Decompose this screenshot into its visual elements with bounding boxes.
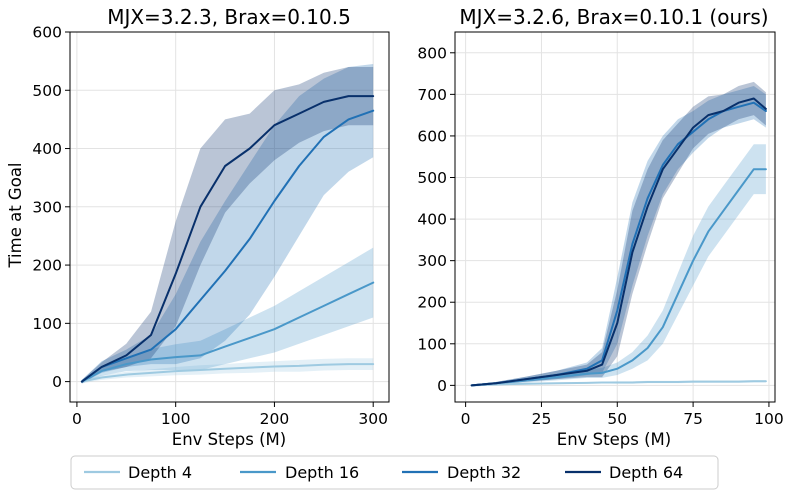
right-series-line-depth-64 [470,97,767,387]
legend-label-depth-64: Depth 64 [609,463,683,482]
right-y-tick-label: 300 [417,252,447,270]
right-series-line-depth-16 [470,168,767,387]
left-subplot: 0 100 200 300 0 100 200 300 400 500 600 MJX=3.2.3,… [6,5,390,449]
left-band-depth-64 [81,67,374,384]
right-y-tick-label: 500 [417,169,447,187]
left-y-tick-label: 500 [32,82,62,100]
right-series-line-depth-4 [470,380,767,387]
left-y-axis-label: Time at Goal [6,162,25,268]
right-y-tick-label: 600 [417,127,447,145]
right-y-tick-label: 400 [417,211,447,229]
left-y-tick-label: 0 [52,373,62,391]
right-x-axis-label: Env Steps (M) [557,430,671,449]
right-subplot: 0 25 50 75 100 0 100 200 300 400 500 600 700 800 MJX=… [417,5,783,449]
legend: Depth 4 Depth 16 Depth 32 Depth 64 [70,455,719,490]
left-y-tick-label: 200 [32,257,62,275]
right-axes-frame [454,31,776,403]
right-x-tick-label: 75 [683,410,703,428]
legend-frame [70,455,719,490]
left-series-line-depth-32 [80,109,375,383]
right-y-tick-label: 700 [417,86,447,104]
left-x-tick-label: 200 [260,410,290,428]
left-x-tick-label: 100 [161,410,191,428]
right-y-tick-label: 100 [417,335,447,353]
left-plot-area: 0 100 200 300 0 100 200 300 400 500 600 [32,24,390,428]
left-y-tick-label: 100 [32,315,62,333]
legend-label-depth-4: Depth 4 [128,463,192,482]
left-series-line-depth-64 [80,95,375,383]
right-x-tick-label: 0 [461,410,471,428]
right-band-depth-32 [471,86,766,387]
left-axes-frame [69,31,390,403]
left-y-tick-label: 300 [32,198,62,216]
right-band-depth-16 [471,144,766,387]
left-x-tick-label: 0 [72,410,82,428]
right-y-tick-label: 200 [417,294,447,312]
right-chart-title: MJX=3.2.6, Brax=0.10.1 (ours) [459,5,768,29]
left-x-tick-label: 300 [358,410,388,428]
left-chart-title: MJX=3.2.3, Brax=0.10.5 [107,5,351,29]
legend-label-depth-32: Depth 32 [447,463,521,482]
left-x-axis-label: Env Steps (M) [172,430,286,449]
left-band-depth-4 [81,358,374,384]
left-y-tick-label: 600 [32,24,62,42]
left-series-line-depth-16 [80,281,375,383]
right-y-tick-label: 800 [417,44,447,62]
right-x-tick-label: 25 [532,410,552,428]
left-y-tick-label: 400 [32,140,62,158]
right-x-tick-label: 100 [754,410,784,428]
left-band-depth-16 [81,247,374,384]
right-x-tick-label: 50 [607,410,627,428]
right-y-tick-label: 0 [437,377,447,395]
right-band-depth-64 [471,81,766,387]
left-band-depth-32 [81,64,374,384]
right-plot-area: 0 25 50 75 100 0 100 200 300 400 500 600 700 800 [417,31,784,428]
legend-label-depth-16: Depth 16 [285,463,359,482]
left-series-line-depth-4 [80,363,375,383]
